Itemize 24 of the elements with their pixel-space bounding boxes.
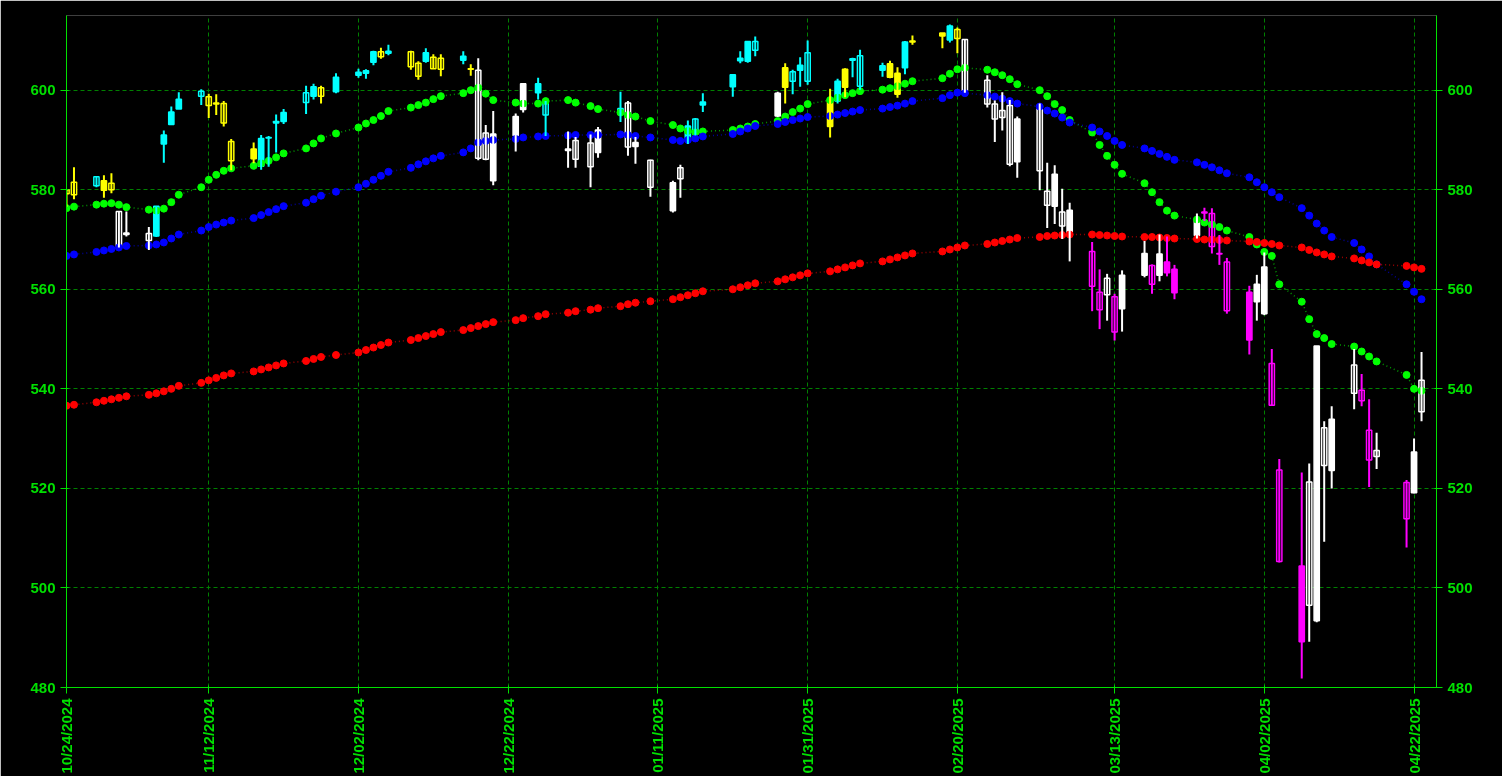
x-tick-label: 03/13/2025 xyxy=(1106,698,1124,774)
y-tick-label: 520 xyxy=(30,479,56,497)
y2-tick-label: 500 xyxy=(1447,578,1473,596)
x-tick-label: 12/02/2024 xyxy=(349,697,367,774)
y2-tick-label: 580 xyxy=(1447,180,1473,198)
x-tick-label: 02/20/2025 xyxy=(948,698,966,774)
y-tick-label: 480 xyxy=(30,678,56,696)
y-tick-label: 540 xyxy=(30,379,56,397)
y2-tick-label: 480 xyxy=(1447,678,1473,696)
y2-tick-label: 560 xyxy=(1447,280,1473,298)
x-tick-label: 01/31/2025 xyxy=(799,698,817,774)
x-tick-label: 11/12/2024 xyxy=(200,697,218,773)
y-tick-label: 580 xyxy=(30,180,56,198)
x-tick-label: 04/02/2025 xyxy=(1255,698,1273,774)
y-tick-label: 600 xyxy=(30,81,56,99)
x-tick-label: 10/24/2024 xyxy=(58,697,75,774)
x-tick-label: 04/22/2025 xyxy=(1405,698,1423,774)
y2-tick-label: 520 xyxy=(1447,479,1473,497)
y2-tick-label: 600 xyxy=(1447,81,1473,99)
y-tick-label: 560 xyxy=(30,280,56,298)
x-tick-label: 01/11/2025 xyxy=(649,698,667,773)
y2-tick-label: 540 xyxy=(1447,379,1473,397)
x-tick-label: 12/22/2024 xyxy=(499,697,517,774)
y-tick-label: 500 xyxy=(30,578,56,596)
